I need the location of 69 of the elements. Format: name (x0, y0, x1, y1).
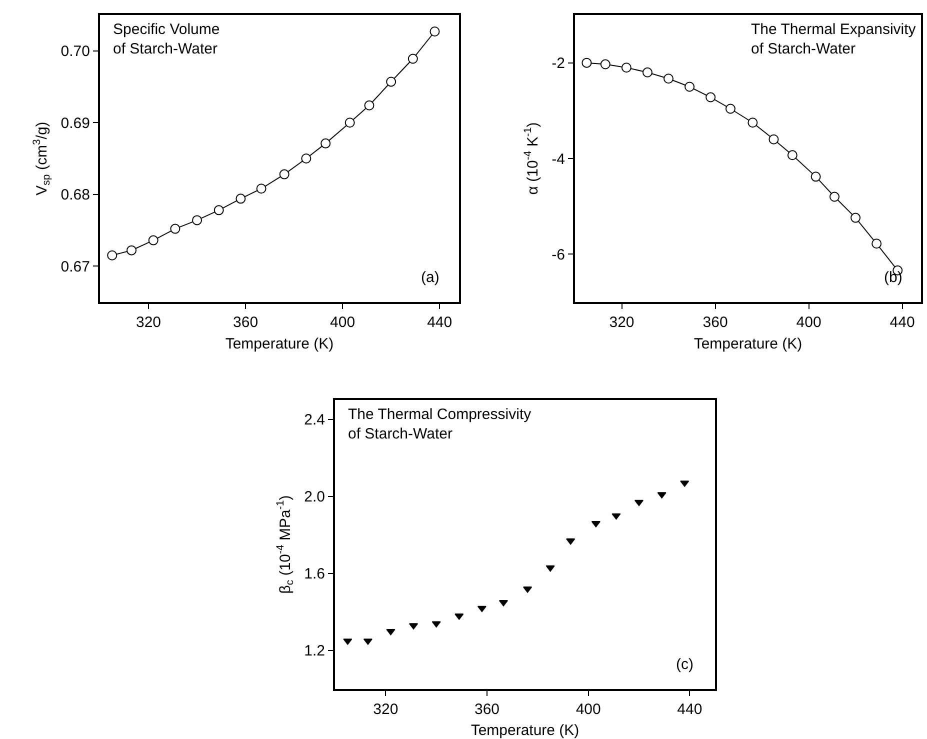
point (148, 235, 158, 246)
point (408, 54, 418, 64)
point (600, 59, 610, 70)
point (364, 100, 374, 110)
x-tick-label: 360 (233, 314, 258, 331)
point (768, 134, 779, 144)
x-tick-label: 440 (890, 314, 915, 331)
point (546, 565, 555, 572)
point (566, 538, 576, 545)
point (477, 606, 486, 612)
point (810, 172, 821, 182)
y-tick-label: 1.2 (304, 642, 325, 660)
x-tick-label: 400 (576, 701, 601, 718)
point (748, 118, 758, 128)
x-tick-label: 360 (702, 314, 728, 331)
point (214, 205, 224, 216)
point (236, 194, 246, 204)
point (684, 82, 695, 92)
y-tick-label: -2 (552, 55, 565, 72)
y-tick-label: -4 (552, 150, 565, 168)
point (664, 74, 674, 84)
point (170, 224, 180, 234)
x-tick-label: 320 (609, 314, 634, 331)
annotation: (b) (884, 269, 902, 286)
annotation: (a) (421, 269, 440, 286)
point (386, 76, 396, 87)
point (830, 192, 840, 202)
text: The Thermal Compressivity of Starch-Water (348, 406, 532, 442)
point (612, 513, 621, 520)
x-tick-label: 440 (677, 701, 702, 718)
point (386, 628, 396, 636)
text: Specific Volume of Starch-Water (113, 21, 220, 58)
point (850, 212, 861, 223)
point (787, 150, 798, 160)
x-tick-label: 360 (474, 701, 500, 718)
point (582, 58, 592, 68)
y-tick-label: 0.69 (60, 114, 90, 132)
y-tick-label: 0.70 (60, 43, 90, 60)
point (344, 118, 355, 128)
y-tick-label: 0.67 (60, 258, 90, 276)
point (192, 215, 202, 226)
y-tick-label: 2.4 (304, 412, 325, 429)
x-axis-title: Temperature (K) (470, 722, 580, 739)
x-tick-label: 400 (796, 314, 822, 331)
point (872, 238, 882, 249)
y-tick-label: -6 (552, 246, 565, 264)
point (642, 67, 652, 78)
text: The Thermal Expansivity of Starch-Water (751, 21, 916, 58)
point (430, 26, 440, 36)
x-tick-label: 440 (427, 314, 452, 331)
point (706, 92, 716, 102)
point (279, 169, 290, 180)
point (256, 184, 266, 194)
y-tick-label: 1.6 (304, 566, 325, 583)
y-tick-label: 2.0 (304, 488, 325, 506)
x-axis-title: Temperature (K) (694, 336, 802, 352)
x-tick-label: 320 (136, 314, 162, 331)
y-tick-label: 0.68 (60, 186, 90, 204)
point (621, 62, 632, 73)
x-axis-title: Temperature (K) (225, 336, 334, 352)
point (320, 138, 331, 148)
point (725, 104, 736, 114)
point (301, 154, 312, 164)
point (126, 245, 137, 256)
x-tick-label: 400 (330, 314, 356, 331)
point (107, 250, 118, 260)
annotation: (c) (676, 656, 694, 673)
point (634, 500, 644, 506)
x-tick-label: 320 (373, 701, 398, 718)
